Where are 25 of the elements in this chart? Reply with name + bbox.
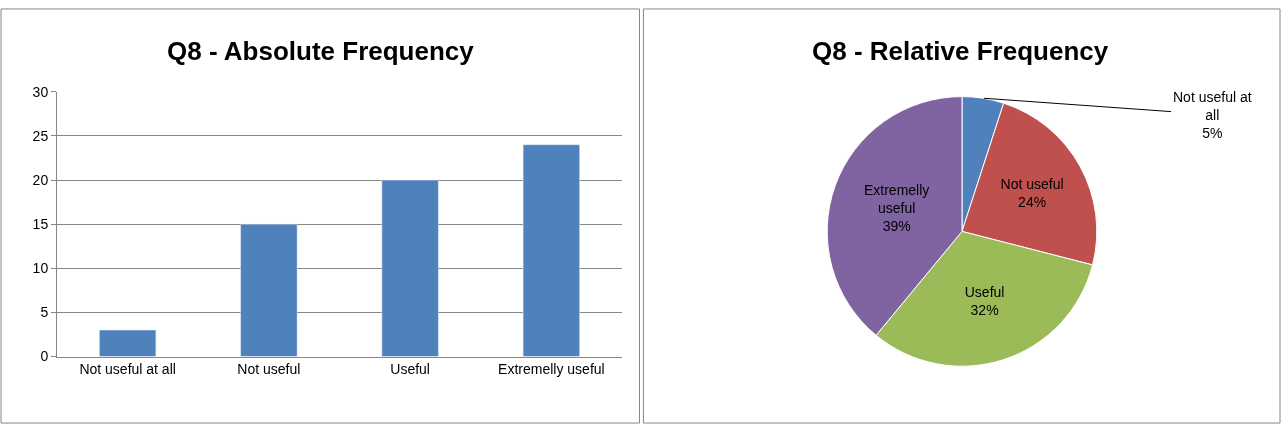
bar [240,223,298,357]
data-label: 24% [1018,193,1047,210]
chart-title: Q8 - Absolute Frequency [167,36,475,66]
slice-label: Extremelly useful [863,181,930,216]
x-tick-label: Extremelly useful [498,361,605,378]
y-tick-label: 5 [40,304,49,321]
slice-label: Not useful at all [1173,89,1252,124]
x-tick-label: Not useful [237,361,301,378]
bar [522,144,580,357]
x-tick-label: Useful [390,361,430,378]
x-tick-label: Not useful at all [79,361,176,378]
slice-label: Useful [964,283,1005,300]
y-tick-label: 15 [32,216,49,233]
slice-label: Not useful [1000,175,1064,192]
y-tick-label: 30 [32,83,49,100]
y-tick-label: 20 [32,171,49,188]
bar [381,179,439,357]
data-label: 39% [882,218,911,235]
data-label: 5% [1202,125,1223,142]
bar [99,329,157,357]
y-tick-label: 0 [40,348,49,365]
y-tick-label: 10 [32,260,49,277]
chart-title: Q8 - Relative Frequency [812,36,1109,66]
data-label: 32% [970,302,999,319]
y-tick-label: 25 [32,127,49,144]
